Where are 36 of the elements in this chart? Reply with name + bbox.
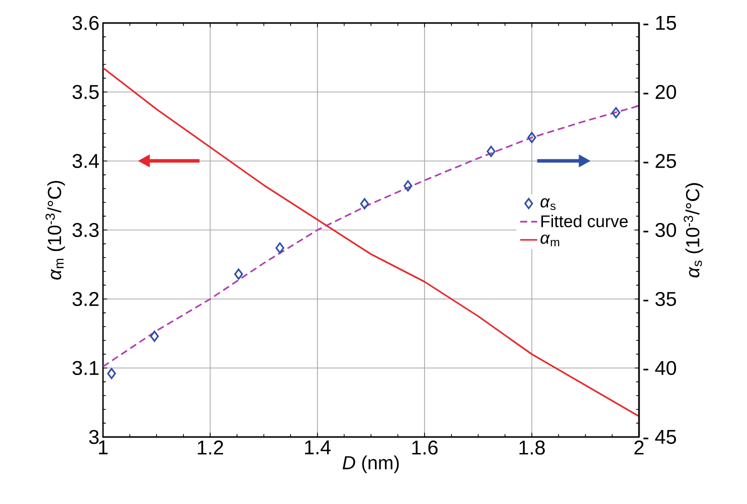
y2-tick-label: - 20 bbox=[643, 84, 676, 100]
x-tick-label: 1.2 bbox=[198, 440, 224, 454]
y2-tick-label: - 40 bbox=[643, 360, 676, 376]
point bbox=[612, 107, 620, 118]
y-tick-label: 3.6 bbox=[72, 16, 99, 30]
point bbox=[234, 268, 243, 280]
y2-tick-label: - 15 bbox=[643, 16, 676, 30]
point bbox=[150, 330, 159, 342]
y-tick-label: 3 bbox=[89, 430, 99, 444]
y2-tick-label: - 35 bbox=[643, 292, 676, 306]
point bbox=[486, 146, 496, 157]
point bbox=[404, 180, 412, 192]
legend-label: α$_{s}$ bbox=[540, 198, 556, 210]
x-axis-title: D (nm) bbox=[342, 455, 399, 474]
x-tick-label: 1.4 bbox=[305, 440, 331, 454]
y-tick-label: 3.4 bbox=[72, 154, 99, 168]
y-tick-label: 3.5 bbox=[72, 84, 99, 100]
x-tick-label: 1.8 bbox=[519, 440, 545, 455]
point bbox=[527, 132, 536, 144]
y-tick-label: 3.2 bbox=[72, 292, 98, 306]
legend-label: Fitted curve bbox=[541, 214, 628, 228]
point bbox=[107, 368, 116, 380]
line-series bbox=[103, 105, 640, 368]
point bbox=[275, 242, 284, 254]
x-tick-label: 1.6 bbox=[412, 440, 438, 455]
point bbox=[360, 198, 369, 210]
y2-tick-label: - 30 bbox=[643, 222, 676, 238]
y2-tick-label: - 45 bbox=[643, 430, 676, 444]
x-tick-label: 2 bbox=[634, 440, 644, 454]
x-tick-label: 1 bbox=[98, 440, 108, 454]
legend-label: α$_{m}$ bbox=[540, 234, 560, 246]
y-tick-label: 3.1 bbox=[72, 360, 99, 376]
y2-axis-title: α$_{s}$ (10$^{-3}$/°C) bbox=[684, 183, 704, 278]
y-tick-label: 3.3 bbox=[72, 222, 99, 238]
y-axis-title: α$_{m}$ (10$^{-3}$/°C) bbox=[46, 180, 65, 280]
y2-tick-label: - 25 bbox=[643, 154, 676, 168]
